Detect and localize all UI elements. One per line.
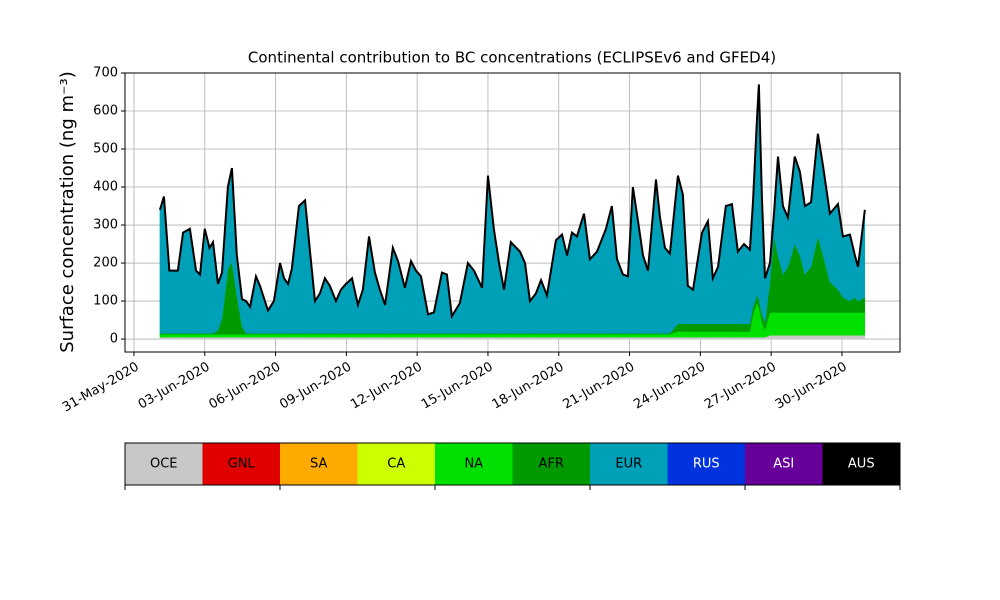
y-tick-label: 100 [93,294,118,309]
colorbar-frame [124,442,901,486]
plot-frame [124,72,901,353]
y-tick-label: 400 [93,180,118,195]
colorbar-cell [590,443,668,485]
colorbar-label: SA [310,457,327,472]
colorbar-cell [125,443,203,485]
y-tick-label: 200 [93,256,118,271]
colorbar-cell [357,443,435,485]
colorbar-cell [822,443,900,485]
y-tick-label: 500 [93,142,118,157]
y-tick-label: 700 [93,66,118,81]
colorbar-label: EUR [615,457,642,472]
colorbar-label: OCE [150,457,178,472]
y-axis-label: Surface concentration (ng m⁻³) [57,71,78,353]
y-tick-label: 300 [93,218,118,233]
y-tick-label: 0 [110,332,118,347]
colorbar-cell [435,443,513,485]
colorbar-cell [202,443,280,485]
colorbar-label: NA [464,457,483,472]
y-tick-label: 600 [93,104,118,119]
colorbar-label: AFR [539,457,564,472]
colorbar-cell [745,443,823,485]
colorbar-label: GNL [228,457,256,472]
chart-title: Continental contribution to BC concentra… [248,49,776,67]
colorbar-label: CA [387,457,405,472]
colorbar-cell [280,443,358,485]
colorbar-cell [667,443,745,485]
colorbar-label: ASI [773,457,794,472]
colorbar-label: RUS [693,457,720,472]
total-outline [158,84,866,320]
colorbar-cell [512,443,590,485]
colorbar-label: AUS [848,457,875,472]
